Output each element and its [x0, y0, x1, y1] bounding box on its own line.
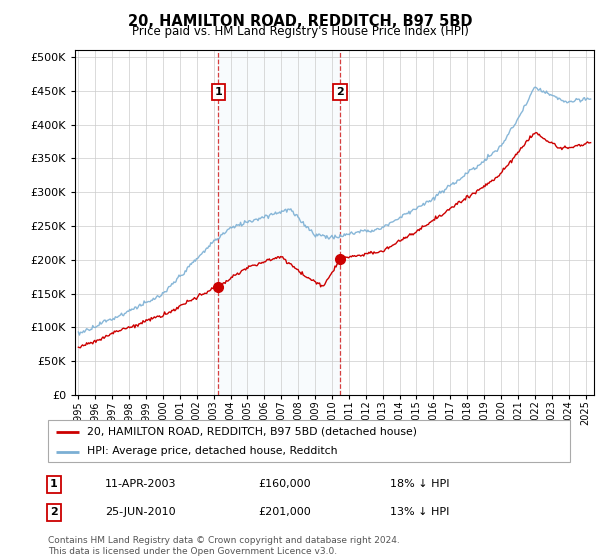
Text: 20, HAMILTON ROAD, REDDITCH, B97 5BD (detached house): 20, HAMILTON ROAD, REDDITCH, B97 5BD (de… [87, 427, 417, 437]
Text: £160,000: £160,000 [258, 479, 311, 489]
Text: 20, HAMILTON ROAD, REDDITCH, B97 5BD: 20, HAMILTON ROAD, REDDITCH, B97 5BD [128, 14, 472, 29]
Text: This data is licensed under the Open Government Licence v3.0.: This data is licensed under the Open Gov… [48, 547, 337, 556]
Text: 13% ↓ HPI: 13% ↓ HPI [390, 507, 449, 517]
Text: 18% ↓ HPI: 18% ↓ HPI [390, 479, 449, 489]
Text: 25-JUN-2010: 25-JUN-2010 [105, 507, 176, 517]
Text: 1: 1 [50, 479, 58, 489]
Text: 2: 2 [50, 507, 58, 517]
Text: 11-APR-2003: 11-APR-2003 [105, 479, 176, 489]
Text: Price paid vs. HM Land Registry's House Price Index (HPI): Price paid vs. HM Land Registry's House … [131, 25, 469, 38]
Text: Contains HM Land Registry data © Crown copyright and database right 2024.: Contains HM Land Registry data © Crown c… [48, 536, 400, 545]
Bar [218, 50, 340, 395]
FancyBboxPatch shape [48, 420, 570, 462]
Text: 1: 1 [214, 87, 222, 97]
Text: £201,000: £201,000 [258, 507, 311, 517]
Text: 2: 2 [336, 87, 344, 97]
Text: HPI: Average price, detached house, Redditch: HPI: Average price, detached house, Redd… [87, 446, 338, 456]
